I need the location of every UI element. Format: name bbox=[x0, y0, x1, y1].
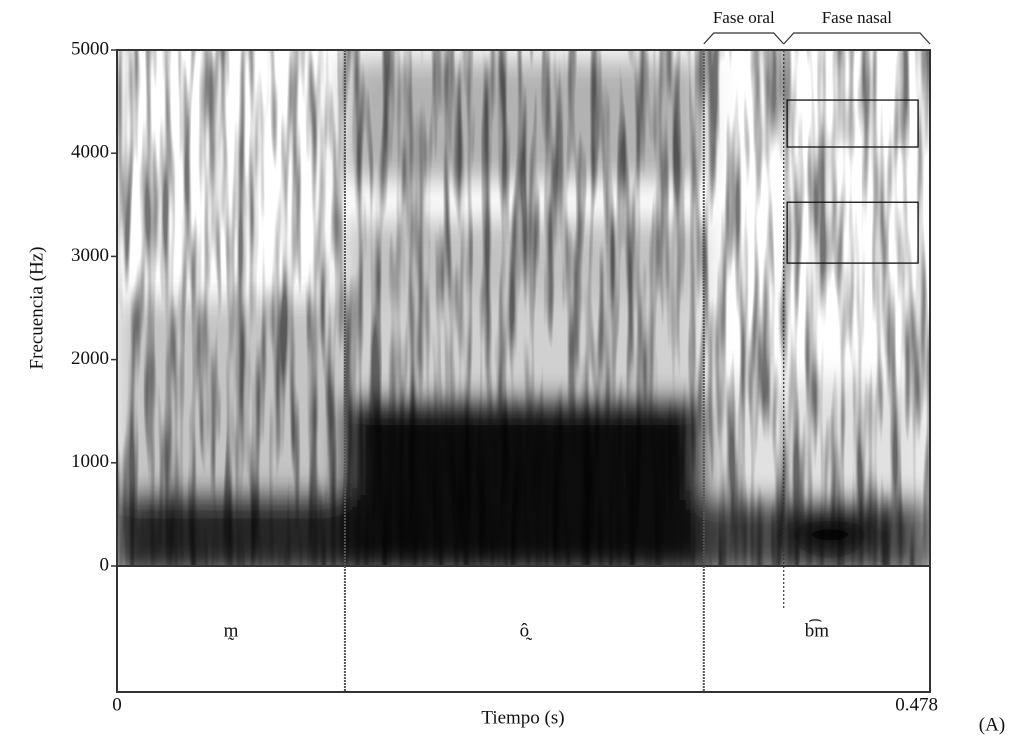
x-axis-label: Tiempo (s) bbox=[481, 707, 564, 728]
phase-label: Fase nasal bbox=[822, 8, 893, 27]
y-tick-label: 5000 bbox=[71, 38, 109, 59]
segment-label: m̰ bbox=[224, 620, 239, 641]
x-tick-label: 0.478 bbox=[895, 694, 938, 715]
y-tick-label: 3000 bbox=[71, 245, 109, 266]
phase-label: Fase oral bbox=[713, 8, 775, 27]
segment-label: ô̰ bbox=[520, 620, 533, 641]
y-tick-label: 0 bbox=[100, 554, 110, 575]
y-tick-label: 2000 bbox=[71, 348, 109, 369]
segment-label: b͡m bbox=[805, 618, 830, 641]
y-tick-label: 1000 bbox=[71, 451, 109, 472]
highlight-box bbox=[786, 99, 919, 148]
frame bbox=[116, 49, 931, 693]
highlight-box bbox=[786, 201, 919, 264]
spectrogram-texture bbox=[117, 50, 930, 566]
x-tick-label: 0 bbox=[112, 694, 122, 715]
y-tick-label: 4000 bbox=[71, 142, 109, 163]
panel-label: (A) bbox=[979, 714, 1005, 735]
y-axis-label: Frecuencia (Hz) bbox=[26, 247, 47, 370]
phase-bracket bbox=[783, 32, 931, 45]
phase-bracket bbox=[703, 32, 785, 45]
